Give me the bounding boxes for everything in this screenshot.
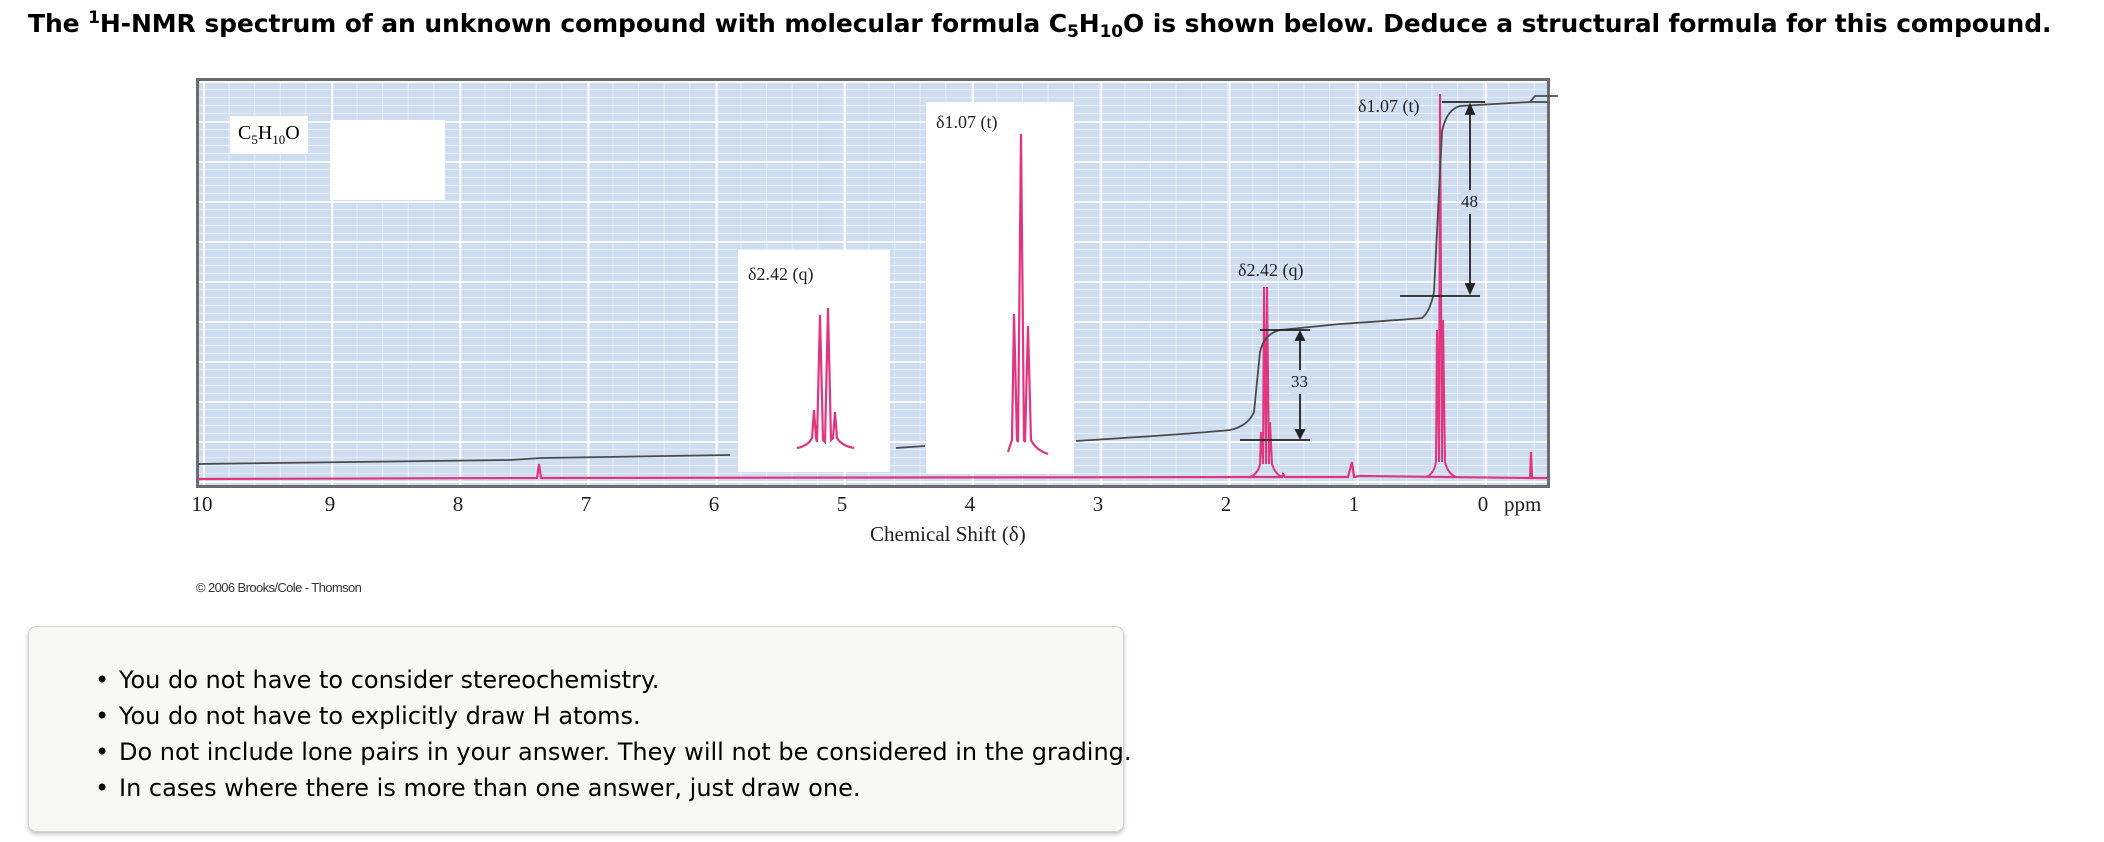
x-tick-10: 10 [191,492,213,516]
question-text: H-NMR spectrum of an unknown compound wi… [99,9,1067,38]
integral-trace [197,454,731,465]
instruction-item: You do not have to explicitly draw H ato… [95,698,1123,734]
x-tick-3: 3 [1092,492,1104,516]
formula-label: C5H10O [230,116,308,154]
inset-quartet-trace [796,307,855,450]
inset-quartet [738,250,890,472]
instruction-item: Do not include lone pairs in your answer… [95,734,1132,770]
inset-triplet-label: δ1.07 (t) [936,112,998,132]
x-tick-9: 9 [324,492,336,516]
formula-h-sub: 10 [272,132,286,147]
x-tick-5: 5 [836,492,848,516]
spectrum-traces [197,93,1558,481]
x-tick-8: 8 [452,492,464,516]
integral-steps [1075,101,1548,442]
main-peak-242 [1249,286,1283,478]
peak-label-242: δ2.42 (q) [1238,260,1304,280]
x-tick-7: 7 [580,492,592,516]
question-prompt: The 1H-NMR spectrum of an unknown compou… [28,8,2052,42]
integration-value-48: 48 [1461,190,1478,214]
instructions-list: You do not have to consider stereochemis… [29,627,1132,806]
superscript-1: 1 [88,8,100,28]
integration-value-33: 33 [1291,370,1308,394]
x-tick-1: 1 [1348,492,1360,516]
formula-c-sub: 5 [251,132,258,147]
question-text: O is shown below. Deduce a structural fo… [1123,9,2052,38]
x-tick-0: 0 [1477,492,1489,516]
x-tick-6: 6 [708,492,720,516]
formula-c: C [238,122,252,144]
main-peak-107 [1425,93,1457,478]
blank-structure-box [330,120,445,200]
x-unit-label: ppm [1504,492,1542,516]
peak-label-107: δ1.07 (t) [1358,96,1420,116]
question-text: H [1078,9,1100,38]
x-axis-label: Chemical Shift (δ) [870,522,1026,546]
copyright-notice: © 2006 Brooks/Cole - Thomson [196,580,362,595]
formula-h: H [257,122,273,144]
inset-triplet [926,102,1074,474]
instruction-item: You do not have to consider stereochemis… [95,662,1123,698]
question-text: The [28,9,89,38]
spectrum-baseline [197,451,1547,481]
x-tick-2: 2 [1220,492,1232,516]
subscript-5: 5 [1067,22,1079,42]
instruction-item: In cases where there is more than one an… [95,770,1123,806]
subscript-10: 10 [1099,22,1124,42]
inset-triplet-trace [1006,133,1049,456]
instructions-box: You do not have to consider stereochemis… [28,626,1132,832]
inset-quartet-label: δ2.42 (q) [748,264,814,284]
nmr-spectrum-figure: C5H10O [190,72,1590,602]
formula-o: O [285,122,300,144]
x-tick-4: 4 [964,492,976,516]
